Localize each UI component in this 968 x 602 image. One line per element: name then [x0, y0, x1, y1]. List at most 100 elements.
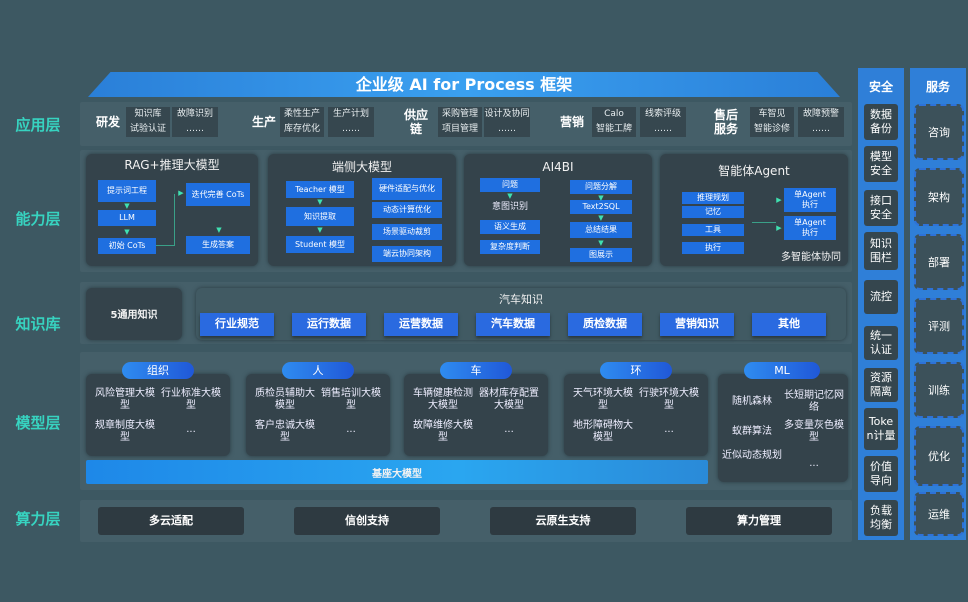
compute-item: 算力管理: [686, 507, 832, 535]
app-group-label: 研发: [95, 115, 120, 129]
app-item: ……: [640, 122, 686, 137]
edge-left-item: Student 模型: [286, 236, 354, 253]
edge-left-item: Teacher 模型: [286, 181, 354, 198]
model-card: [564, 374, 708, 456]
model-group-tag: 人: [282, 362, 354, 379]
layer-label-model: 模型层: [15, 414, 61, 432]
model-item: 风险管理大模型: [95, 388, 155, 411]
model-item: 行驶环境大模型: [639, 388, 699, 411]
app-group-label: 售后服务: [713, 108, 738, 136]
arrow-down-icon: ▼: [598, 194, 604, 202]
security-item: 价值导向: [864, 456, 898, 492]
edge-left-item: 知识提取: [286, 207, 354, 226]
edge-right-item: 动态计算优化: [372, 202, 442, 218]
model-card: [404, 374, 548, 456]
connector-line: [752, 222, 776, 223]
arrow-right-icon: ▶: [178, 189, 184, 197]
layer-label-compute: 算力层: [15, 510, 61, 528]
connector-line: [174, 194, 175, 246]
edge-right-item: 场景驱动裁剪: [372, 224, 442, 240]
model-item: 天气环境大模型: [573, 388, 633, 411]
model-item: 质检员辅助大模型: [255, 388, 315, 411]
general-knowledge-label: 5通用知识: [110, 310, 158, 321]
ml-item: 长短期记忆网络: [784, 390, 844, 413]
knowledge-item: 营销知识: [660, 313, 734, 336]
agent-footer: 多智能体协同: [781, 252, 841, 263]
ai4bi-left-item: 问题: [480, 178, 540, 192]
compute-item: 云原生支持: [490, 507, 636, 535]
app-item: ……: [328, 122, 374, 137]
ai4bi-right-item: 问题分解: [570, 180, 632, 194]
app-group-label: 营销: [559, 115, 584, 129]
knowledge-item: 其他: [752, 313, 826, 336]
app-group-label: 供应链: [403, 108, 428, 136]
app-group-label: 生产: [251, 115, 276, 129]
security-item: 知识围栏: [864, 232, 898, 270]
arrow-down-icon: ▼: [507, 192, 513, 200]
model-item: 车辆健康检测大模型: [413, 388, 473, 411]
security-title: 安全: [868, 80, 893, 94]
connector-line: [156, 245, 174, 246]
ml-item: 近似动态规划: [722, 450, 782, 461]
ml-item: 蚁群算法: [732, 426, 772, 437]
rag-step: LLM: [98, 210, 156, 226]
service-item: 架构: [914, 168, 964, 226]
app-item: 试验认证: [126, 122, 170, 137]
app-item: 故障预警: [798, 107, 844, 122]
ai4bi-right-item: 总结结果: [570, 222, 632, 238]
app-item: ……: [172, 122, 218, 137]
app-item: ……: [798, 122, 844, 137]
knowledge-item: 运行数据: [292, 313, 366, 336]
ai4bi-right-item: 图展示: [570, 248, 632, 262]
security-item: 数据备份: [864, 104, 898, 140]
model-group-tag: 组织: [122, 362, 194, 379]
app-item: 知识库: [126, 107, 170, 122]
app-item: ……: [484, 122, 530, 137]
security-item: 资源隔离: [864, 368, 898, 402]
agent-left-item: 执行: [682, 242, 744, 254]
agent-title: 智能体Agent: [718, 164, 790, 178]
security-item: 负载均衡: [864, 500, 898, 536]
app-item: 设计及协同: [484, 107, 530, 122]
service-item: 评测: [914, 298, 964, 354]
app-item: Calo: [592, 107, 636, 122]
app-item: 智能诊修: [750, 122, 794, 137]
arrow-down-icon: ▼: [317, 226, 323, 234]
rag-step: 迭代完善 CoTs: [186, 183, 250, 206]
ml-item: 随机森林: [732, 396, 772, 407]
ai4bi-right-item: Text2SQL: [570, 200, 632, 214]
model-item: 地形障碍物大模型: [573, 420, 633, 443]
arrow-right-icon: ▶: [776, 224, 782, 232]
edge-right-item: 端云协同架构: [372, 246, 442, 262]
app-item: 车智见: [750, 107, 794, 122]
ai4bi-left-item: 复杂度判断: [480, 240, 540, 254]
security-item: Token计量: [864, 408, 898, 450]
service-item: 优化: [914, 426, 964, 486]
service-item: 咨询: [914, 104, 964, 160]
model-item: 销售培训大模型: [321, 388, 381, 411]
service-item: 运维: [914, 492, 964, 536]
agent-left-item: 推理规划: [682, 192, 744, 204]
agent-left-item: 记忆: [682, 206, 744, 218]
layer-label-knowledge: 知识库: [15, 315, 61, 333]
model-item: 规章制度大模型: [95, 420, 155, 443]
base-model-label: 基座大模型: [372, 469, 422, 480]
ml-item: 多变量灰色模型: [784, 420, 844, 443]
auto-knowledge-title: 汽车知识: [499, 293, 543, 306]
service-item: 部署: [914, 234, 964, 290]
rag-step: 生成答案: [186, 236, 250, 254]
app-item: 采购管理: [438, 107, 482, 122]
security-item: 统一认证: [864, 326, 898, 360]
layer-label-app: 应用层: [15, 116, 61, 134]
app-item: 库存优化: [280, 122, 324, 137]
arrow-down-icon: ▼: [598, 214, 604, 222]
app-item: 智能工牌: [592, 122, 636, 137]
rag-step: 初始 CoTs: [98, 238, 156, 254]
model-group-tag: 车: [440, 362, 512, 379]
arrow-down-icon: ▼: [124, 202, 130, 210]
security-item: 流控: [864, 280, 898, 314]
model-group-tag: 环: [600, 362, 672, 379]
rag-step: 提示词工程: [98, 180, 156, 202]
security-item: 接口安全: [864, 190, 898, 226]
app-item: 项目管理: [438, 122, 482, 137]
